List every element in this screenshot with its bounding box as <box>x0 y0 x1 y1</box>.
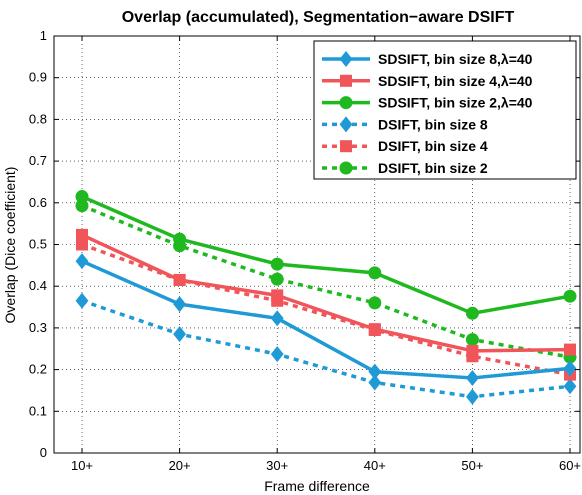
legend: SDSIFT, bin size 8,λ=40 SDSIFT, bin size … <box>313 40 577 180</box>
data-point <box>466 388 479 405</box>
y-axis-label: Overlap (Dice coefficient) <box>2 167 18 324</box>
data-point <box>563 289 577 303</box>
series-5 <box>75 199 577 364</box>
series-1 <box>76 228 576 357</box>
data-point <box>270 257 284 271</box>
data-point <box>270 272 284 286</box>
y-tick-label: 0.2 <box>29 362 47 377</box>
data-point <box>271 289 284 302</box>
y-tick-label: 0.5 <box>29 237 47 252</box>
data-point <box>368 296 382 310</box>
x-tick-label: 60+ <box>559 458 581 473</box>
x-tick-label: 10+ <box>71 458 93 473</box>
data-point <box>76 238 88 251</box>
data-point <box>368 374 382 391</box>
data-point <box>173 273 186 286</box>
data-point <box>368 323 381 336</box>
legend-label: DSIFT, bin size 4 <box>378 138 488 154</box>
y-tick-label: 0 <box>40 445 47 460</box>
series-line <box>81 233 571 353</box>
y-tick-label: 0.8 <box>29 111 47 126</box>
data-point <box>75 253 89 270</box>
y-tick-label: 0.3 <box>29 320 47 335</box>
data-point <box>76 228 88 241</box>
data-point <box>75 199 89 213</box>
legend-item: SDSIFT, bin size 8,λ=40 <box>322 51 533 67</box>
x-tick-label: 50+ <box>461 458 483 473</box>
axis-layer: 0 0.1 0.2 0.3 0.4 0.5 0.6 0.7 0.8 0.9 1 10+ 20+ 30+ 40… <box>29 28 581 473</box>
y-tick-label: 0.4 <box>29 278 47 293</box>
y-tick-label: 0.7 <box>29 153 47 168</box>
legend-label: SDSIFT, bin size 4,λ=40 <box>378 73 533 89</box>
data-point <box>564 343 576 356</box>
x-tick-label: 20+ <box>169 458 191 473</box>
legend-label: SDSIFT, bin size 2,λ=40 <box>378 95 533 111</box>
y-tick-label: 1 <box>40 28 47 43</box>
legend-label: SDSIFT, bin size 8,λ=40 <box>378 51 533 67</box>
legend-marker <box>340 74 352 87</box>
x-tick-label: 30+ <box>266 458 288 473</box>
data-point <box>75 292 89 309</box>
legend-marker <box>339 161 353 175</box>
series-line <box>81 194 571 316</box>
data-point <box>563 378 577 395</box>
legend-marker <box>339 96 353 110</box>
y-tick-label: 0.6 <box>29 195 47 210</box>
legend-item: SDSIFT, bin size 2,λ=40 <box>322 95 533 111</box>
legend-item: DSIFT, bin size 4 <box>322 138 488 154</box>
series-line <box>81 242 571 377</box>
data-point <box>75 190 89 204</box>
chart-title: Overlap (accumulated), Segmentation−awar… <box>122 9 515 26</box>
data-point <box>563 360 577 377</box>
legend-item: DSIFT, bin size 2 <box>322 160 488 176</box>
legend-label: DSIFT, bin size 8 <box>378 116 488 132</box>
series-line <box>81 299 571 399</box>
x-tick-label: 40+ <box>364 458 386 473</box>
data-point <box>465 306 479 320</box>
y-tick-label: 0.9 <box>29 70 47 85</box>
data-point <box>270 310 284 327</box>
legend-marker <box>340 140 352 153</box>
data-point <box>173 296 186 313</box>
legend-item: SDSIFT, bin size 4,λ=40 <box>322 73 533 89</box>
y-tick-label: 0.1 <box>29 403 47 418</box>
legend-marker <box>339 51 353 67</box>
data-point <box>173 326 186 343</box>
data-point <box>466 369 479 386</box>
series-0 <box>75 253 577 386</box>
data-point <box>368 363 382 380</box>
data-point <box>368 266 382 280</box>
data-point <box>173 232 187 246</box>
legend-label: DSIFT, bin size 2 <box>378 160 488 176</box>
series-2 <box>75 190 577 320</box>
legend-box <box>313 40 577 180</box>
series-3 <box>75 292 577 405</box>
legend-marker <box>339 116 353 133</box>
series-line <box>81 259 571 380</box>
x-axis-label: Frame difference <box>264 478 370 494</box>
data-point <box>465 333 479 347</box>
legend-item: DSIFT, bin size 8 <box>322 116 488 133</box>
data-point <box>466 344 479 357</box>
data-point <box>270 346 284 363</box>
series-layer <box>75 190 577 405</box>
